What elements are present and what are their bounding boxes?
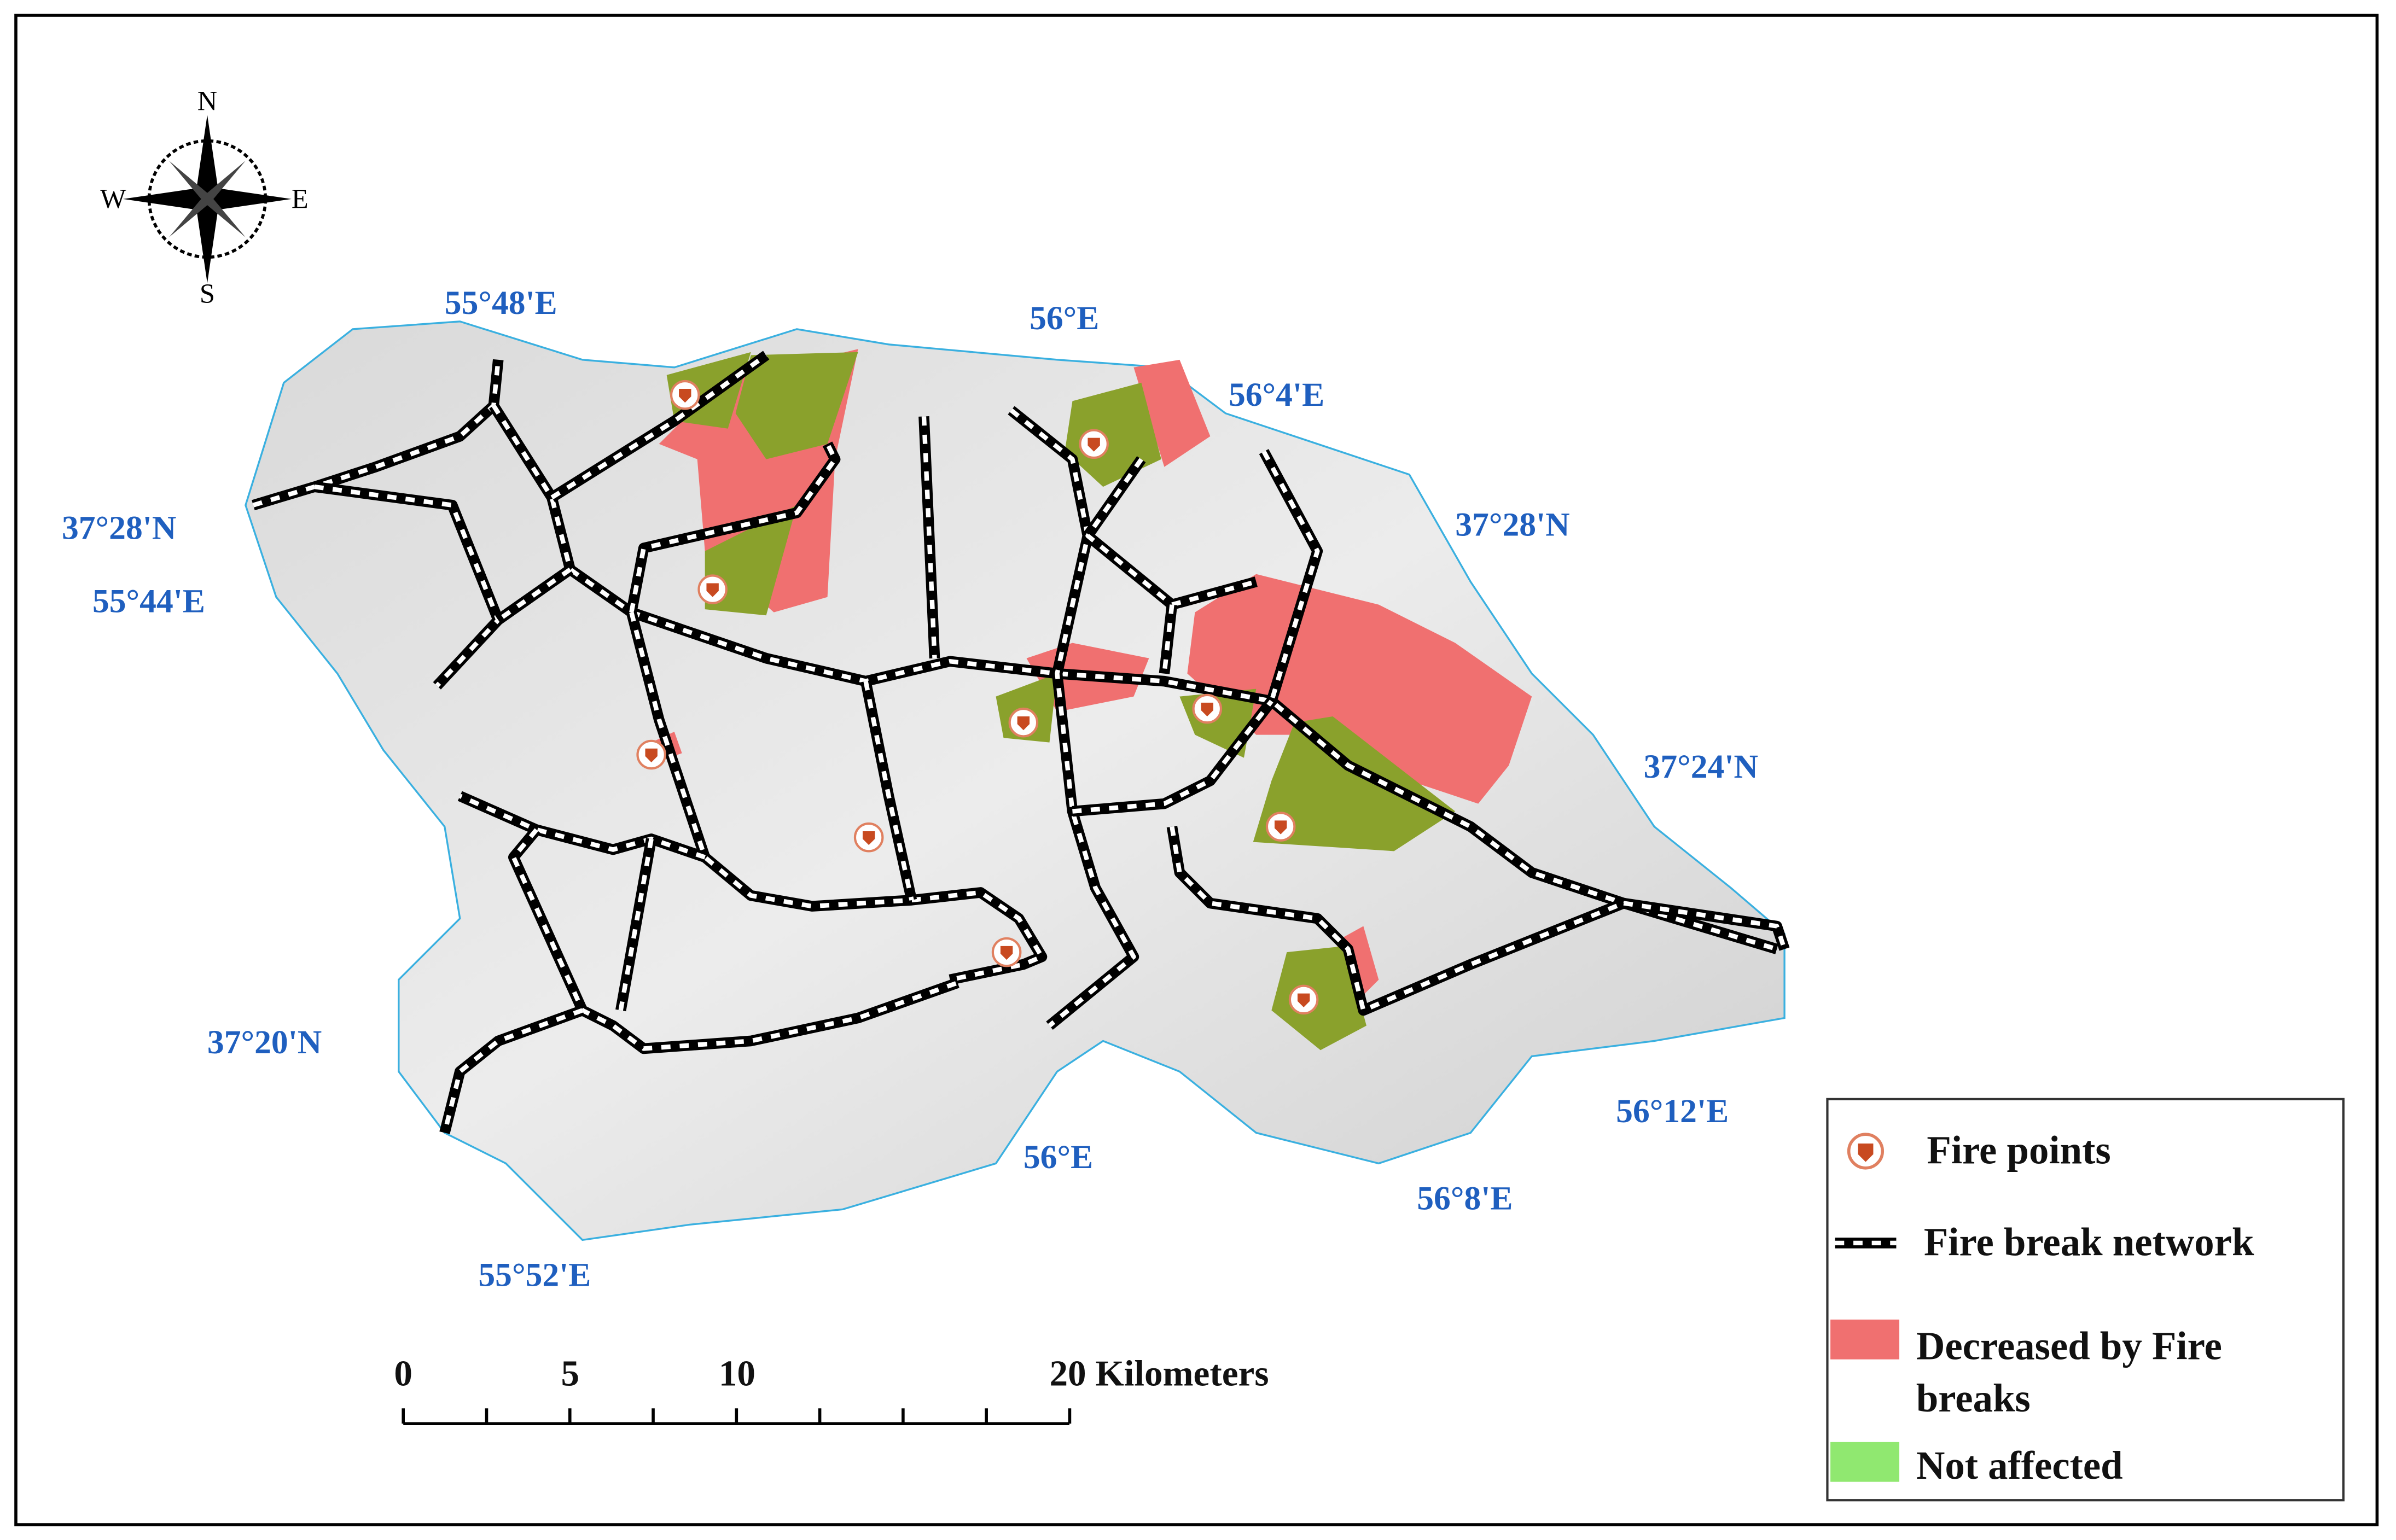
fire-point (697, 574, 728, 604)
legend-label: Decreased by Fire breaks (1916, 1324, 2222, 1420)
fire-break-network (252, 351, 1790, 1134)
unaffected-area (735, 352, 858, 459)
compass-s: S (200, 278, 215, 309)
fire-point-icon (1087, 438, 1100, 452)
legend-swatch (1830, 1442, 1900, 1482)
fire-point-icon (706, 583, 719, 597)
compass: N E S W (100, 86, 309, 310)
fire-point-icon (1201, 702, 1213, 717)
legend-label-line: Decreased by Fire (1916, 1324, 2222, 1368)
graticule-label: 56°12'E (1616, 1093, 1729, 1130)
legend-box (1826, 1098, 2345, 1502)
fire-break (1008, 406, 1139, 1030)
graticule-label: 37°28'N (62, 509, 176, 546)
graticule-label: 56°E (1023, 1139, 1093, 1176)
fire-break-dash (459, 794, 706, 860)
graticule-label: 56°4'E (1229, 376, 1324, 413)
legend-label-line: breaks (1916, 1376, 2031, 1420)
graticule-label: 37°24'N (1644, 748, 1758, 785)
unaffected-area (1271, 946, 1366, 1051)
scale-label: 20 Kilometers (1049, 1352, 1269, 1393)
fire-break-dash (1162, 604, 1174, 674)
fire-point-icon (1274, 820, 1287, 835)
scale-bar: 0 5 10 20 Kilometers (394, 1352, 1269, 1426)
fire-break-dash (921, 416, 937, 658)
compass-e: E (292, 184, 309, 214)
compass-star-minor (168, 160, 246, 237)
scale-label: 10 (719, 1352, 755, 1393)
fire-point-icon (645, 748, 658, 763)
unaffected-area (1253, 716, 1456, 851)
fire-point-icon (1297, 993, 1310, 1007)
graticule-label: 55°44'E (92, 583, 205, 620)
study-area (245, 320, 1786, 1241)
fire-break-dash (497, 567, 572, 622)
fire-point (991, 937, 1022, 967)
fire-point (1079, 429, 1109, 459)
legend: Fire points Fire break network Decreased… (1826, 1098, 2345, 1502)
fire-break (549, 351, 770, 503)
fire-break-dash (629, 442, 838, 613)
legend-fire-icon (1847, 1133, 1885, 1170)
fire-point-icon (1017, 716, 1030, 731)
legend-label: Fire points (1927, 1128, 2110, 1172)
graticule-label: 56°E (1030, 300, 1099, 337)
fire-break-dash (442, 1008, 584, 1134)
legend-label: Fire break network (1924, 1220, 2254, 1264)
graticule-label: 55°52'E (478, 1256, 591, 1293)
graticule-label: 56°8'E (1417, 1180, 1513, 1217)
fire-break-dash (1085, 458, 1257, 607)
fire-break-dash (511, 828, 958, 1051)
fire-break-dash (491, 404, 1778, 952)
fire-break-dash (1623, 901, 1787, 950)
compass-n: N (197, 86, 217, 116)
graticule-label: 37°20'N (207, 1024, 322, 1061)
scale-label: 0 (394, 1352, 412, 1393)
legend-swatch (1830, 1319, 1900, 1360)
fire-break-dash (629, 611, 1044, 982)
compass-w: W (100, 184, 126, 214)
scale-label: 5 (561, 1352, 580, 1393)
fire-point (1008, 707, 1039, 738)
legend-label: Not affected (1916, 1443, 2123, 1488)
fire-point (1288, 984, 1319, 1015)
fire-point (853, 822, 884, 853)
fire-point (1192, 693, 1223, 724)
graticule-labels: 55°48'E 56°E 56°4'E 37°28'N 55°44'E 37°2… (62, 284, 1758, 1293)
scale-ticks (402, 1408, 1072, 1424)
fire-break (1166, 825, 1626, 1016)
fire-break-dash (863, 680, 914, 901)
fire-break-dash (1072, 699, 1273, 814)
fire-point-icon (1000, 946, 1013, 960)
fire-break-dash (1261, 450, 1320, 702)
icon-shield (1858, 1144, 1874, 1162)
fire-break (615, 838, 657, 1012)
fire-point (1265, 812, 1296, 842)
fire-break (313, 481, 504, 690)
fire-point-icon (862, 831, 875, 845)
graticule-label: 37°28'N (1455, 506, 1569, 544)
fire-break-dash (252, 359, 501, 508)
fire-point-icon (679, 388, 691, 403)
fire-point (636, 739, 666, 770)
decreased-area (1187, 574, 1532, 804)
decreased-area (1133, 359, 1211, 467)
graticule-label: 55°48'E (445, 284, 557, 322)
fire-point (670, 380, 700, 410)
fire-points (636, 380, 1319, 1015)
